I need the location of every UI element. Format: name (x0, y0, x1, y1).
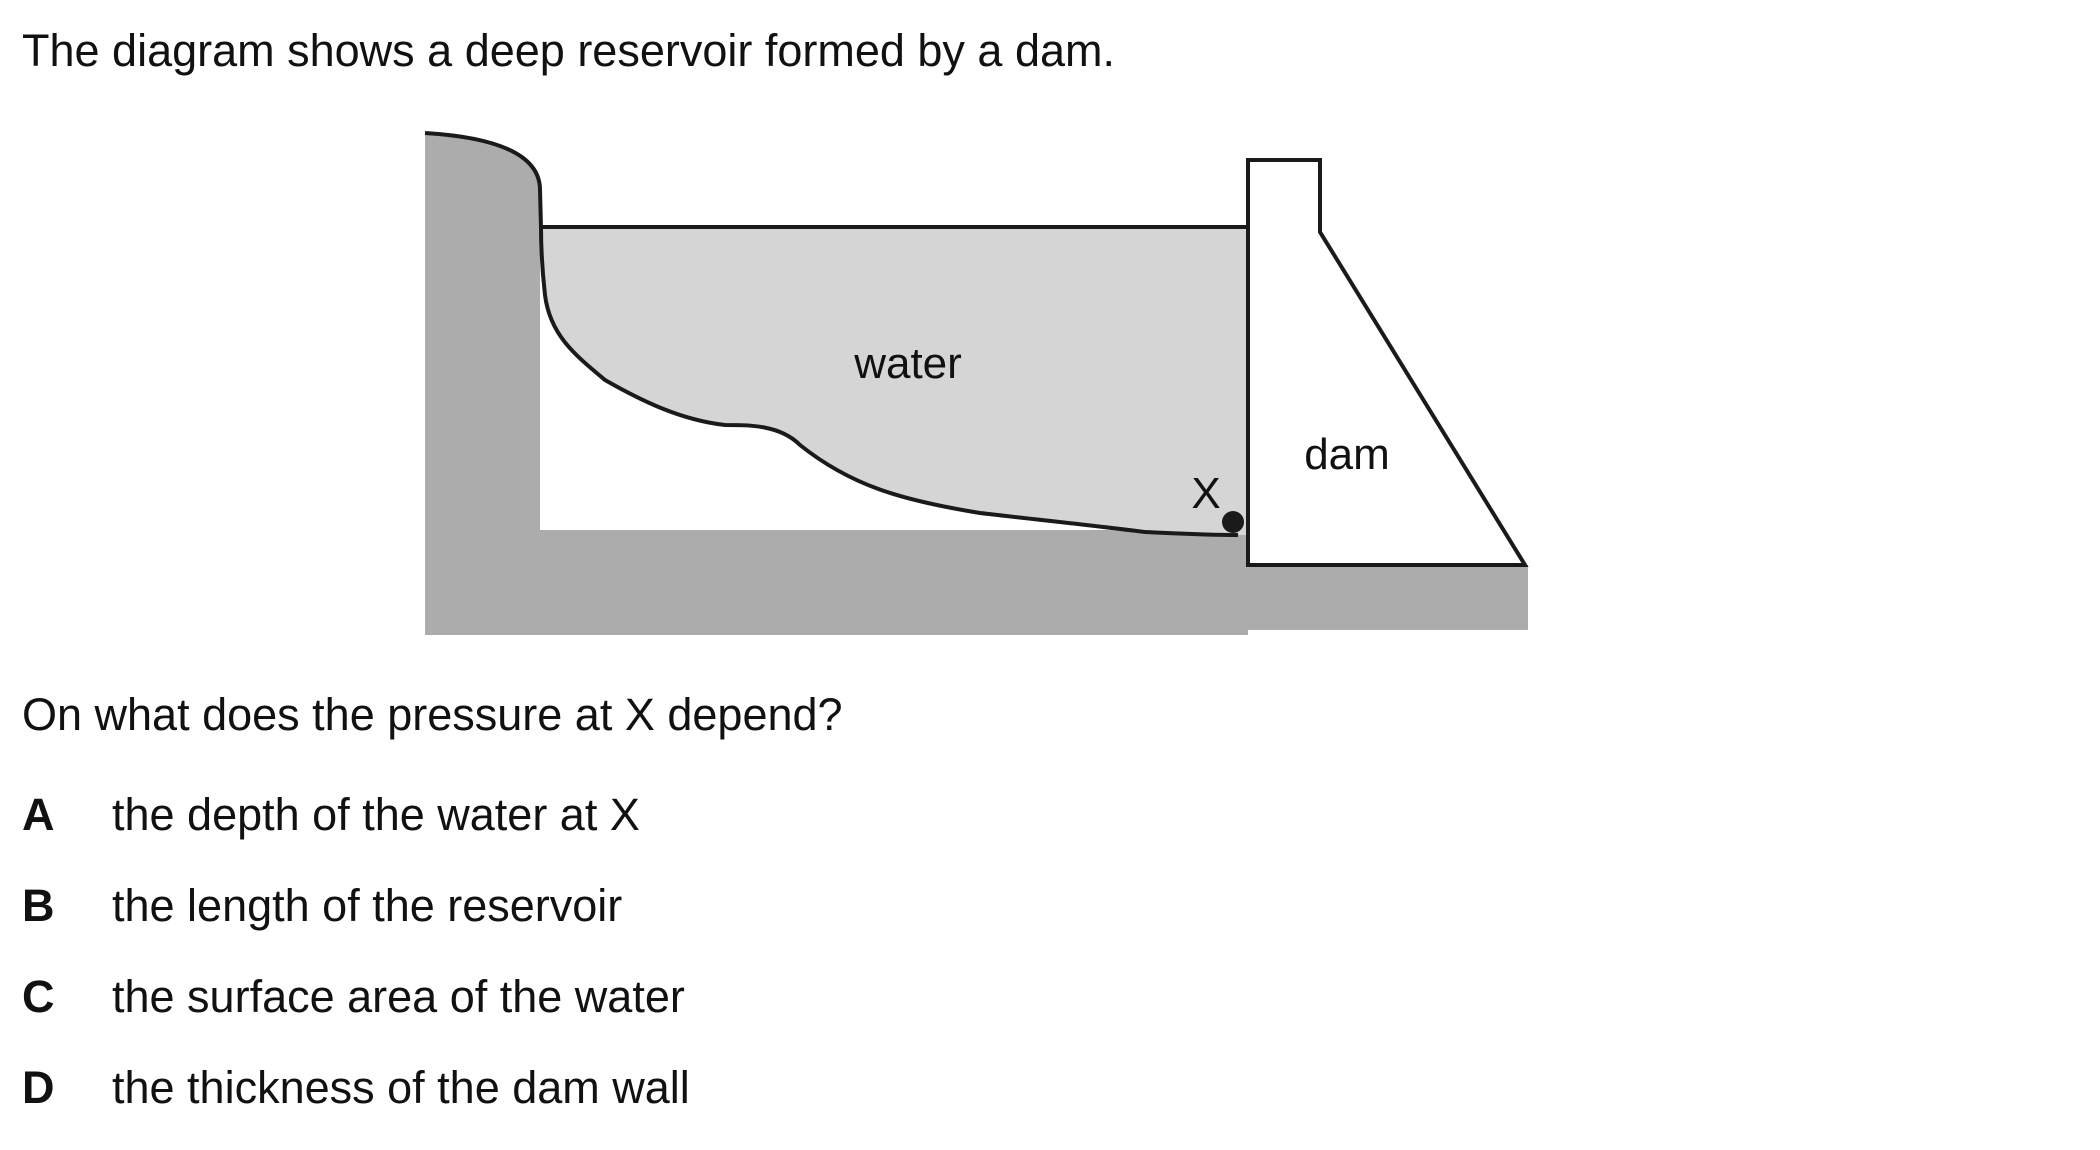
dam-wall (1246, 158, 1529, 567)
point-x-marker (1222, 511, 1244, 533)
option-letter: B (22, 880, 55, 931)
option-letter: A (22, 789, 55, 840)
ground-left-block (425, 190, 540, 635)
water-label: water (853, 339, 962, 388)
option-text: the length of the reservoir (112, 880, 623, 931)
option-text: the surface area of the water (112, 971, 685, 1022)
ground-cap (425, 133, 540, 190)
option-text: the thickness of the dam wall (112, 1062, 690, 1113)
intro-text: The diagram shows a deep reservoir forme… (22, 25, 1116, 76)
question-text: On what does the pressure at X depend? (22, 689, 843, 740)
cliff-outline (424, 131, 1239, 537)
point-x-label: X (1191, 469, 1220, 518)
option-letter: C (22, 971, 55, 1022)
option-text: the depth of the water at X (112, 789, 640, 840)
water-body (541, 227, 1248, 535)
dam-label: dam (1304, 430, 1390, 479)
option-letter: D (22, 1062, 55, 1113)
reservoir-dam-diagram: X water dam (424, 131, 1529, 635)
